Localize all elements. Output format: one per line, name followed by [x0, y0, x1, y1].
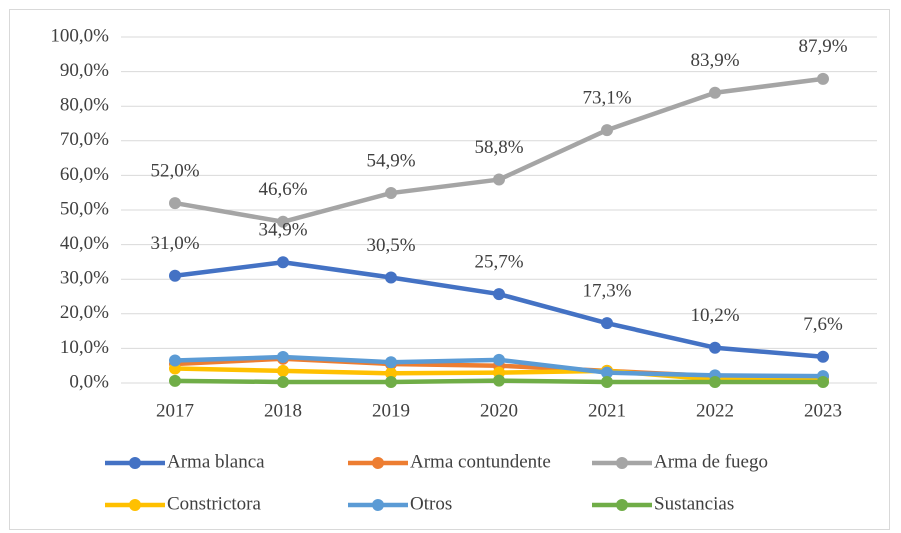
point — [277, 351, 289, 364]
legend-marker — [372, 457, 384, 469]
data-label: 17,3% — [582, 281, 631, 302]
data-label: 30,5% — [366, 235, 415, 256]
y-tick-label: 20,0% — [60, 302, 109, 323]
data-label: 46,6% — [258, 179, 307, 200]
data-label: 54,9% — [366, 150, 415, 171]
data-label: 83,9% — [690, 50, 739, 71]
legend-marker — [129, 457, 141, 469]
data-label: 52,0% — [150, 160, 199, 181]
y-tick-label: 60,0% — [60, 164, 109, 185]
data-label: 10,2% — [690, 305, 739, 326]
data-label: 31,0% — [150, 233, 199, 254]
point — [493, 288, 505, 301]
point — [817, 72, 829, 85]
legend-label: Sustancias — [654, 493, 734, 514]
point — [277, 375, 289, 388]
data-label: 58,8% — [474, 137, 523, 158]
point — [709, 86, 721, 99]
legend-marker — [372, 499, 384, 511]
point — [601, 124, 613, 137]
point — [385, 375, 397, 388]
y-tick-label: 50,0% — [60, 198, 109, 219]
point — [169, 374, 181, 387]
x-tick-label: 2018 — [264, 400, 302, 421]
point — [493, 353, 505, 366]
point — [385, 187, 397, 200]
x-tick-label: 2019 — [372, 400, 410, 421]
point — [601, 366, 613, 379]
data-label: 87,9% — [798, 36, 847, 57]
data-label: 34,9% — [258, 220, 307, 241]
x-tick-label: 2021 — [588, 400, 626, 421]
y-tick-label: 70,0% — [60, 129, 109, 150]
x-tick-label: 2017 — [156, 400, 194, 421]
y-tick-label: 10,0% — [60, 337, 109, 358]
legend-label: Arma contundente — [410, 451, 551, 472]
data-label: 7,6% — [803, 314, 843, 335]
point — [493, 173, 505, 186]
point — [277, 364, 289, 377]
legend-marker — [129, 499, 141, 511]
y-tick-label: 100,0% — [50, 25, 109, 46]
point — [277, 215, 289, 228]
point — [385, 356, 397, 369]
y-tick-label: 80,0% — [60, 95, 109, 116]
x-tick-label: 2022 — [696, 400, 734, 421]
point — [493, 374, 505, 387]
legend-label: Otros — [410, 493, 452, 514]
legend-label: Arma de fuego — [654, 451, 768, 472]
y-tick-label: 0,0% — [69, 371, 109, 392]
data-label: 25,7% — [474, 251, 523, 272]
point — [709, 375, 721, 388]
legend-label: Arma blanca — [167, 451, 265, 472]
point — [601, 317, 613, 330]
y-tick-label: 40,0% — [60, 233, 109, 254]
point — [709, 341, 721, 354]
legend-label: Constrictora — [167, 493, 261, 514]
point — [169, 354, 181, 367]
point — [385, 367, 397, 380]
point — [169, 197, 181, 210]
point — [385, 271, 397, 284]
point — [817, 350, 829, 363]
x-tick-label: 2023 — [804, 400, 842, 421]
data-label: 73,1% — [582, 87, 631, 108]
y-tick-label: 90,0% — [60, 60, 109, 81]
point — [601, 375, 613, 388]
legend-marker — [616, 457, 628, 469]
point — [169, 269, 181, 282]
point — [277, 256, 289, 269]
x-tick-label: 2020 — [480, 400, 518, 421]
point — [817, 375, 829, 388]
legend-marker — [616, 499, 628, 511]
chart-border — [9, 9, 890, 530]
y-tick-label: 30,0% — [60, 268, 109, 289]
